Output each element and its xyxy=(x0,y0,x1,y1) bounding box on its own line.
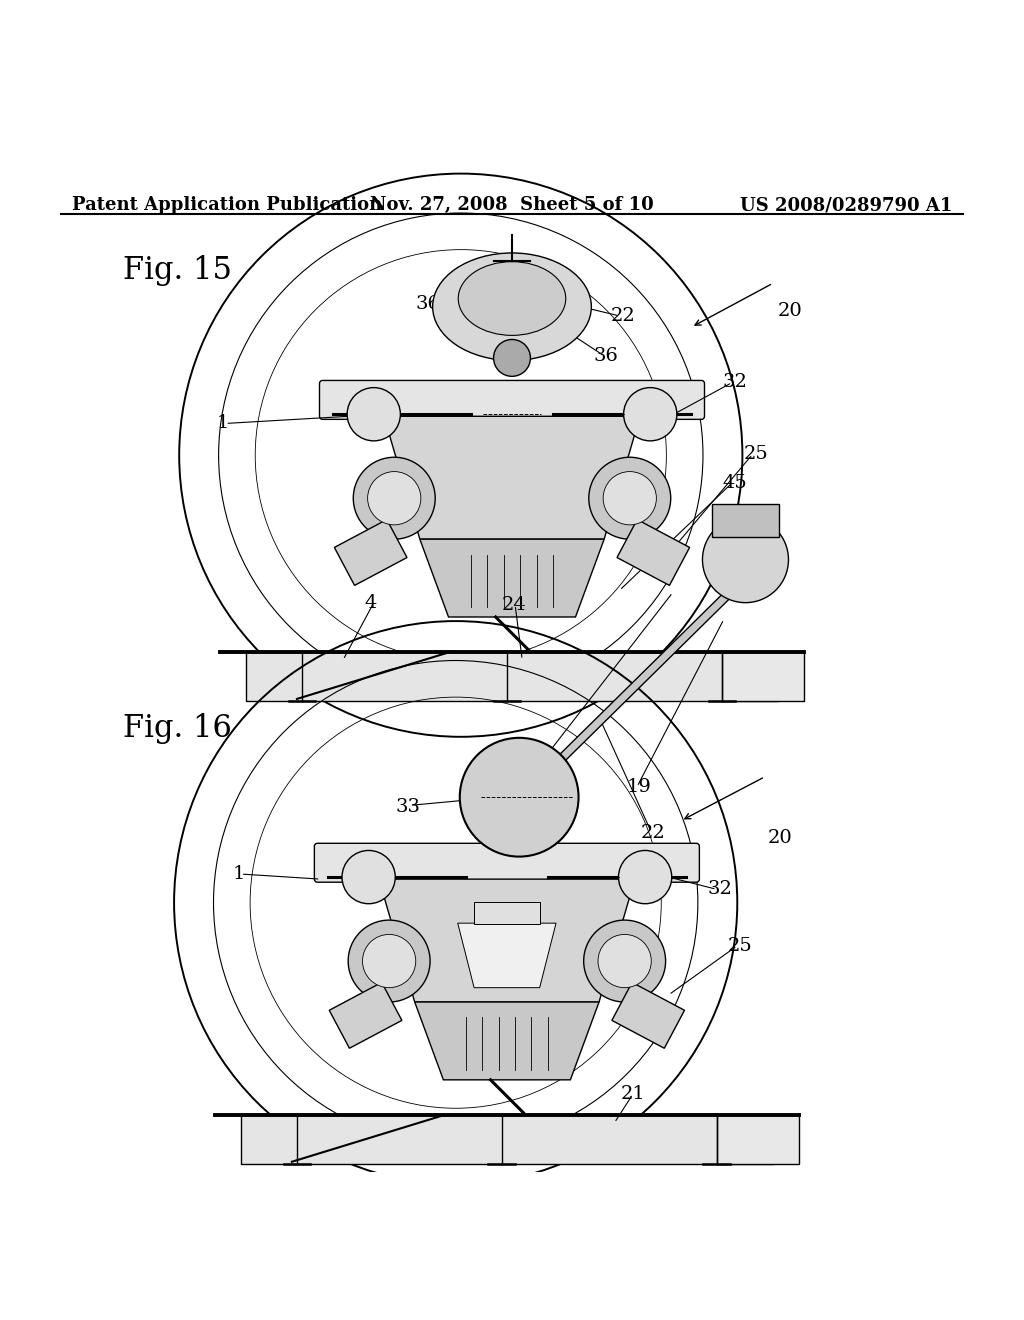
Text: 25: 25 xyxy=(743,445,768,463)
Polygon shape xyxy=(420,539,604,616)
Circle shape xyxy=(460,738,579,857)
FancyBboxPatch shape xyxy=(319,380,705,420)
Polygon shape xyxy=(713,504,778,537)
Circle shape xyxy=(618,850,672,904)
Text: 22: 22 xyxy=(610,308,635,325)
Circle shape xyxy=(480,758,558,836)
Text: 24: 24 xyxy=(502,595,526,614)
Text: 32: 32 xyxy=(723,374,748,392)
Ellipse shape xyxy=(432,253,592,360)
Circle shape xyxy=(589,457,671,539)
Ellipse shape xyxy=(459,261,565,335)
Polygon shape xyxy=(379,879,635,1002)
Circle shape xyxy=(362,935,416,987)
Text: 21: 21 xyxy=(621,1085,645,1104)
Circle shape xyxy=(702,516,788,603)
Polygon shape xyxy=(241,1114,773,1164)
Text: 2: 2 xyxy=(542,265,554,284)
Polygon shape xyxy=(335,520,407,585)
Circle shape xyxy=(603,471,656,525)
Circle shape xyxy=(499,776,540,817)
Polygon shape xyxy=(612,982,684,1048)
Text: 45: 45 xyxy=(723,474,748,492)
Polygon shape xyxy=(330,982,401,1048)
Circle shape xyxy=(494,339,530,376)
Text: 20: 20 xyxy=(778,302,803,319)
Text: Fig. 15: Fig. 15 xyxy=(123,255,231,286)
Text: 4: 4 xyxy=(365,594,377,611)
Text: 33: 33 xyxy=(395,799,420,817)
Text: 32: 32 xyxy=(708,880,732,899)
Polygon shape xyxy=(458,923,556,987)
Polygon shape xyxy=(384,416,640,539)
Polygon shape xyxy=(717,1114,799,1164)
Text: Patent Application Publication: Patent Application Publication xyxy=(72,197,382,214)
Circle shape xyxy=(348,920,430,1002)
Text: 1: 1 xyxy=(217,414,229,433)
Circle shape xyxy=(342,850,395,904)
Polygon shape xyxy=(473,902,541,924)
Circle shape xyxy=(624,388,677,441)
Polygon shape xyxy=(722,652,804,701)
Text: 2: 2 xyxy=(540,747,552,766)
Text: Nov. 27, 2008  Sheet 5 of 10: Nov. 27, 2008 Sheet 5 of 10 xyxy=(370,197,654,214)
Text: US 2008/0289790 A1: US 2008/0289790 A1 xyxy=(740,197,952,214)
Circle shape xyxy=(347,388,400,441)
Polygon shape xyxy=(415,1002,599,1080)
Text: 19: 19 xyxy=(627,777,651,796)
Circle shape xyxy=(598,935,651,987)
Text: 22: 22 xyxy=(641,824,666,842)
Circle shape xyxy=(368,471,421,525)
FancyBboxPatch shape xyxy=(314,843,699,882)
Text: 36: 36 xyxy=(416,294,440,313)
Circle shape xyxy=(353,457,435,539)
Text: 1: 1 xyxy=(232,865,245,883)
Text: Fig. 16: Fig. 16 xyxy=(123,713,231,744)
Text: 25: 25 xyxy=(728,937,753,954)
Polygon shape xyxy=(246,652,778,701)
Circle shape xyxy=(584,920,666,1002)
Text: 36: 36 xyxy=(594,347,618,364)
Polygon shape xyxy=(617,520,689,585)
Text: 20: 20 xyxy=(768,829,793,847)
